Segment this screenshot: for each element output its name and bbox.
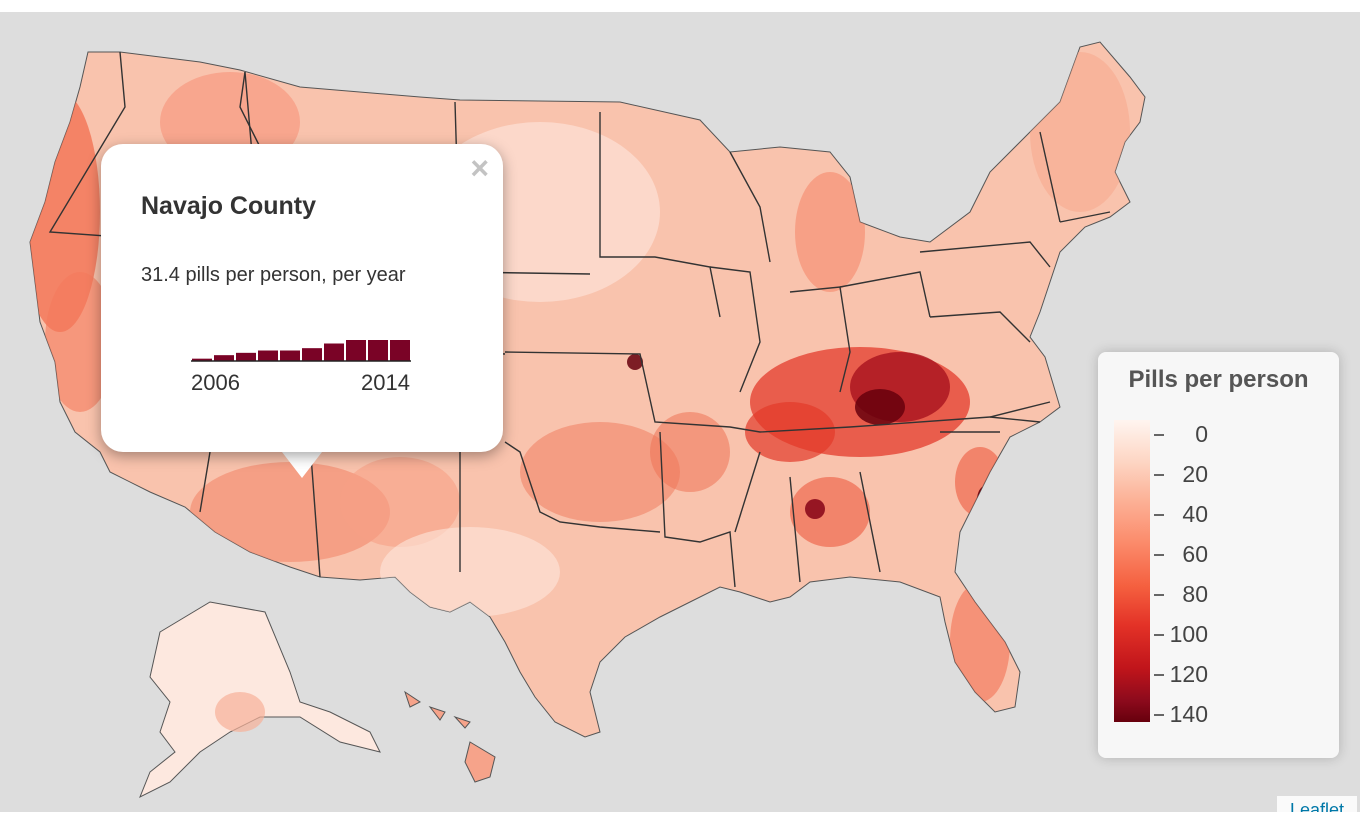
sparkline-bar xyxy=(236,352,256,361)
sparkline-bar xyxy=(280,350,300,361)
sparkline-bar xyxy=(258,350,278,361)
legend-tick xyxy=(1154,434,1164,436)
popup-tip xyxy=(282,452,322,478)
legend-tick xyxy=(1154,634,1164,636)
hawaii xyxy=(404,690,496,783)
sparkline-bar xyxy=(368,340,388,361)
map-container[interactable]: × Navajo County 31.4 pills per person, p… xyxy=(0,12,1360,812)
legend-tick xyxy=(1154,714,1164,716)
legend-tick xyxy=(1154,594,1164,596)
legend-label: 60 xyxy=(1182,541,1208,567)
sparkline-bar xyxy=(390,340,410,361)
legend-tick xyxy=(1154,514,1164,516)
popup-text: 31.4 pills per person, per year xyxy=(141,264,406,286)
legend-label: 100 xyxy=(1169,621,1208,647)
popup-title: Navajo County xyxy=(141,192,317,220)
sparkline-bar xyxy=(192,358,212,361)
leaflet-attribution-link[interactable]: Leaflet xyxy=(1277,796,1357,812)
legend-label: 40 xyxy=(1182,501,1208,527)
sparkline-bar xyxy=(324,343,344,361)
sparkline-chart: 2006 2014 xyxy=(191,340,411,395)
close-icon[interactable]: × xyxy=(470,150,489,186)
legend-tick xyxy=(1154,674,1164,676)
legend-tick xyxy=(1154,554,1164,556)
legend-label: 140 xyxy=(1169,701,1208,727)
sparkline-start-label: 2006 xyxy=(191,370,240,395)
county-popup: × Navajo County 31.4 pills per person, p… xyxy=(101,144,503,452)
legend-color-bar xyxy=(1114,420,1150,722)
legend-title: Pills per person xyxy=(1128,366,1309,393)
sparkline-bar xyxy=(302,348,322,361)
legend-label: 80 xyxy=(1182,581,1208,607)
legend-label: 120 xyxy=(1169,661,1208,687)
legend-label: 20 xyxy=(1182,461,1208,487)
sparkline-bar xyxy=(346,340,366,361)
legend: Pills per person 0 20 40 60 80 100 120 140 xyxy=(1098,352,1339,758)
sparkline-bar xyxy=(214,355,234,361)
legend-tick xyxy=(1154,474,1164,476)
sparkline-end-label: 2014 xyxy=(361,370,410,395)
legend-label: 0 xyxy=(1195,421,1208,447)
